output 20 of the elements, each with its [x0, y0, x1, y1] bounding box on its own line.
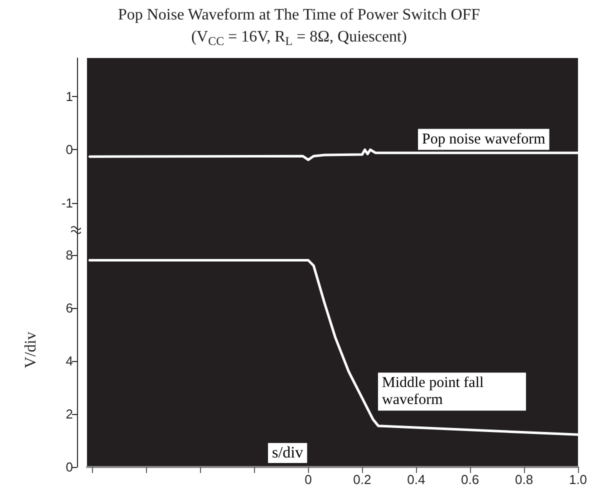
x-tick-label: 0.8 [515, 472, 534, 487]
y-tick-label: 1 [66, 89, 73, 104]
y-tick-label: 6 [66, 300, 73, 316]
y-tick-label: -1 [61, 195, 73, 210]
chart-title: Pop Noise Waveform at The Time of Power Switch OFF [118, 6, 480, 24]
y-axis-title: V/div [22, 332, 40, 368]
y-tick-label: 2 [66, 406, 73, 422]
y-tick-label: 0 [66, 142, 73, 158]
x-tick-label: 1.0 [568, 472, 588, 487]
x-tick-label: 0.2 [353, 472, 372, 487]
x-axis-title: s/div [272, 444, 304, 462]
series-label: Pop noise waveform [422, 131, 546, 148]
y-tick-label: 4 [66, 354, 73, 368]
line-series [88, 259, 580, 436]
x-tick-label: 0.4 [407, 472, 426, 487]
y-tick-label: 0 [66, 460, 73, 474]
x-tick-label: 0.6 [461, 472, 480, 487]
y-tick-label: 8 [66, 247, 73, 262]
x-tick-label: 0 [304, 472, 312, 487]
series-label: Middle point fall waveform [382, 375, 488, 408]
